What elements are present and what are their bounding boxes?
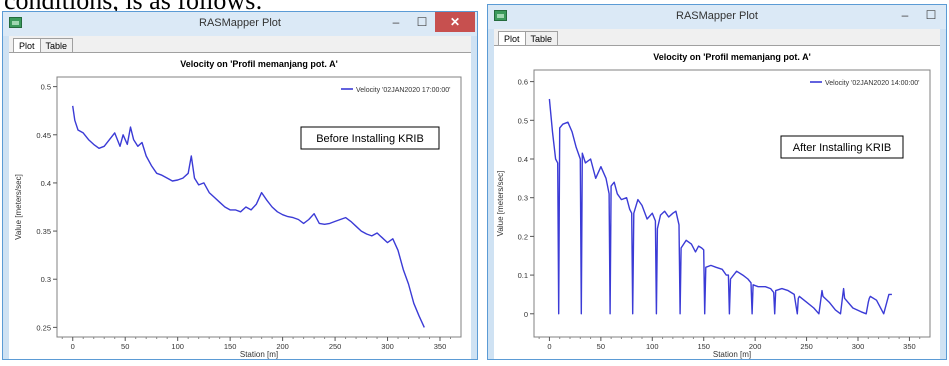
annotation-text: After Installing KRIB: [793, 142, 891, 154]
window-titlebar[interactable]: RASMapper Plot – ☐: [488, 5, 946, 29]
plot-area: [56, 76, 462, 338]
chart-title: Velocity on 'Profil memanjang pot. A': [653, 52, 810, 62]
x-tick-label: 300: [852, 342, 865, 351]
x-tick-label: 350: [903, 342, 916, 351]
app-icon: [494, 10, 507, 21]
window-titlebar[interactable]: RASMapper Plot – ☐ ✕: [3, 12, 477, 36]
y-tick-label: 0.3: [518, 194, 528, 203]
velocity-chart-after: Velocity on 'Profil memanjang pot. A' 0 50…: [496, 52, 931, 359]
velocity-chart-before: Velocity on 'Profil memanjang pot. A' 0 50…: [14, 59, 462, 359]
y-tick-label: 0.2: [518, 232, 528, 241]
y-tick-label: 0.6: [518, 78, 528, 87]
window-title: RASMapper Plot: [199, 17, 281, 29]
x-tick-label: 0: [547, 342, 551, 351]
y-tick-label: 0.5: [41, 83, 51, 92]
maximize-button[interactable]: ☐: [925, 8, 937, 22]
window-client: Plot Table Velocity on 'Profil memanjang…: [9, 36, 471, 359]
x-tick-label: 300: [381, 342, 394, 351]
y-tick-label: 0.35: [36, 227, 51, 236]
y-tick-label: 0.3: [41, 275, 51, 284]
maximize-button[interactable]: ☐: [416, 15, 428, 29]
plot-area: [533, 69, 931, 338]
x-tick-label: 50: [597, 342, 605, 351]
x-tick-label: 250: [329, 342, 342, 351]
y-axis-label: Value [meters/sec]: [14, 174, 23, 240]
rasmapper-plot-window-before: RASMapper Plot – ☐ ✕ Plot Table Velocity…: [2, 11, 478, 360]
annotation-frame: [780, 135, 904, 159]
y-tick-label: 0.45: [36, 131, 51, 140]
x-axis-label: Station [m]: [240, 350, 278, 359]
x-tick-label: 200: [749, 342, 762, 351]
x-tick-label: 150: [697, 342, 710, 351]
minimize-button[interactable]: –: [392, 15, 400, 29]
x-tick-label: 200: [276, 342, 289, 351]
annotation-box: After Installing KRIB: [780, 135, 904, 159]
x-tick-label: 150: [224, 342, 237, 351]
annotation-frame: [300, 126, 440, 150]
legend-label: Velocity '02JAN2020 14:00:00': [825, 80, 920, 87]
y-tick-label: 0.5: [518, 116, 528, 125]
minimize-button[interactable]: –: [901, 8, 909, 22]
window-client: Plot Table Velocity on 'Profil memanjang…: [494, 29, 940, 359]
close-button[interactable]: ✕: [435, 12, 475, 32]
y-tick-label: 0.1: [518, 271, 528, 280]
chart-title: Velocity on 'Profil memanjang pot. A': [180, 59, 337, 69]
x-tick-label: 100: [646, 342, 659, 351]
x-axis-label: Station [m]: [713, 350, 751, 359]
y-axis-label: Value [meters/sec]: [496, 171, 505, 237]
rasmapper-plot-window-after: RASMapper Plot – ☐ Plot Table Velocity o…: [487, 4, 947, 360]
annotation-text: Before Installing KRIB: [316, 133, 424, 145]
legend-label: Velocity '02JAN2020 17:00:00': [356, 87, 451, 94]
y-tick-label: 0.25: [36, 323, 51, 332]
app-icon: [9, 17, 22, 28]
window-title: RASMapper Plot: [676, 10, 758, 22]
x-tick-label: 50: [121, 342, 129, 351]
x-tick-label: 350: [434, 342, 447, 351]
series-line-0: [548, 98, 892, 315]
y-tick-label: 0.4: [518, 155, 528, 164]
x-tick-label: 250: [800, 342, 813, 351]
annotation-box: Before Installing KRIB: [300, 126, 440, 150]
series-line-0: [72, 105, 425, 328]
y-tick-label: 0.4: [41, 179, 51, 188]
x-tick-label: 100: [171, 342, 184, 351]
plot-panel: Velocity on 'Profil memanjang pot. A' 0 50…: [494, 45, 940, 359]
plot-panel: Velocity on 'Profil memanjang pot. A' 0 50…: [9, 52, 471, 359]
y-tick-label: 0: [524, 310, 528, 319]
x-tick-label: 0: [71, 342, 75, 351]
